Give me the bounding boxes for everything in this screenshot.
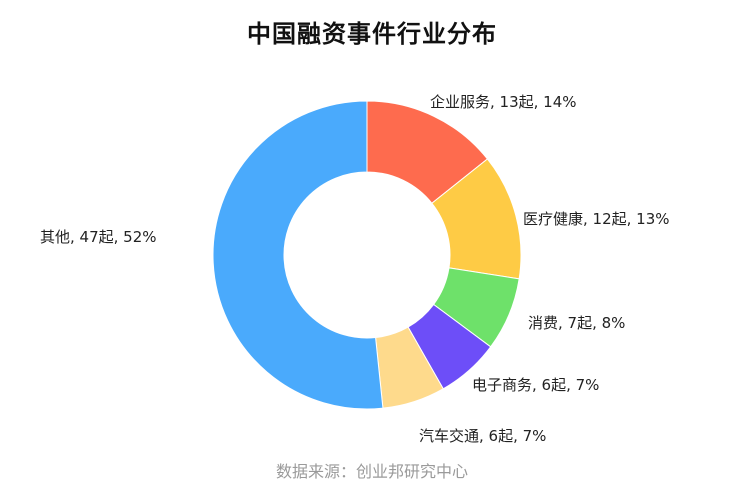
slice-label: 电子商务, 6起, 7% bbox=[472, 376, 599, 394]
slice-label: 医疗健康, 12起, 13% bbox=[523, 210, 670, 228]
slice-label: 消费, 7起, 8% bbox=[528, 314, 625, 332]
slice-label: 汽车交通, 6起, 7% bbox=[419, 427, 546, 445]
slice-label: 企业服务, 13起, 14% bbox=[430, 93, 577, 111]
slice-labels: 企业服务, 13起, 14% 医疗健康, 12起, 13% 消费, 7起, 8% 电子… bbox=[40, 93, 670, 445]
donut-slices bbox=[212, 100, 522, 410]
chart-title: 中国融资事件行业分布 bbox=[247, 20, 497, 48]
slice-label: 其他, 47起, 52% bbox=[40, 228, 157, 246]
source-note: 数据来源：创业邦研究中心 bbox=[275, 462, 468, 481]
donut-slice bbox=[212, 100, 384, 410]
